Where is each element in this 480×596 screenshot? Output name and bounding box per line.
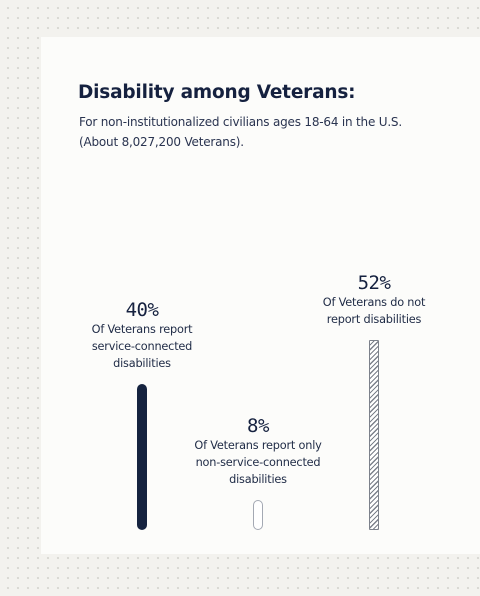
subtitle-line-1: For non-institutionalized civilians ages… xyxy=(79,115,402,129)
description-line: report disabilities xyxy=(326,313,422,326)
bar-chart: 40% Of Veterans report service-connected di… xyxy=(41,37,480,554)
description-line: Of Veterans do not xyxy=(322,296,426,309)
percent-label-non-service-connected: 8% xyxy=(247,415,269,437)
description-line: Of Veterans report xyxy=(91,323,193,336)
chart-title: Disability among Veterans: xyxy=(78,82,356,103)
bar-label-no-disability: 52% Of Veterans do not report disabilities xyxy=(322,272,426,328)
bar-label-service-connected: 40% Of Veterans report service-connected di… xyxy=(92,299,193,372)
description-service-connected: Of Veterans report service-connected disab… xyxy=(92,321,193,372)
infographic-card: Disability among Veterans: For non-insti… xyxy=(41,37,480,554)
subtitle-line-2: (About 8,027,200 Veterans). xyxy=(79,135,244,149)
percent-label-no-disability: 52% xyxy=(357,272,391,294)
description-line: service-connected xyxy=(91,340,193,353)
bar-no-disability xyxy=(369,340,379,530)
bar-non-service-connected xyxy=(253,500,263,530)
description-line: Of Veterans report only xyxy=(194,439,322,452)
description-non-service-connected: Of Veterans report only non-service-conne… xyxy=(194,437,321,488)
bar-label-non-service-connected: 8% Of Veterans report only non-service-con… xyxy=(194,415,321,488)
chart-subtitle: For non-institutionalized civilians ages… xyxy=(79,112,459,152)
description-no-disability: Of Veterans do not report disabilities xyxy=(322,294,426,328)
bar-service-connected xyxy=(137,384,147,530)
description-line: disabilities xyxy=(229,473,287,486)
description-line: disabilities xyxy=(113,357,171,370)
percent-label-service-connected: 40% xyxy=(125,299,159,321)
description-line: non-service-connected xyxy=(195,456,321,469)
